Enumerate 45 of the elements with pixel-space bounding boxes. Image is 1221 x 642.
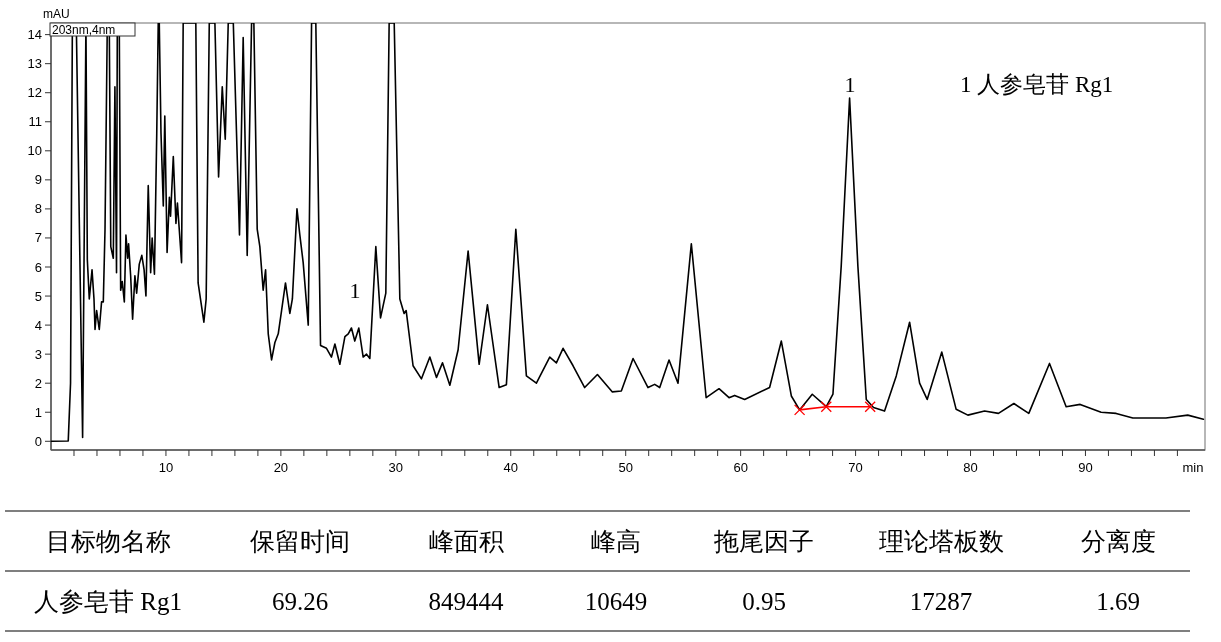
y-tick-label: 10 bbox=[27, 143, 42, 159]
y-tick-label: 12 bbox=[27, 85, 42, 101]
text: 分离度 bbox=[1080, 528, 1156, 555]
y-axis-title: mAU bbox=[43, 7, 70, 21]
annotation: 203nm,4nm bbox=[52, 23, 116, 37]
text: 人参皂苷 Rg1 bbox=[34, 588, 182, 615]
x-tick-label: 80 bbox=[963, 460, 978, 475]
text: 峰高 bbox=[591, 528, 641, 555]
text: 17287 bbox=[909, 588, 973, 615]
text: 目标物名称 bbox=[45, 528, 171, 555]
y-tick-label: 3 bbox=[34, 346, 42, 362]
y-tick-label: 8 bbox=[34, 201, 42, 217]
text: 理论塔板数 bbox=[878, 528, 1004, 555]
x-axis-title: min bbox=[1182, 460, 1204, 475]
y-tick-label: 11 bbox=[28, 114, 42, 130]
text: 拖尾因子 bbox=[713, 528, 814, 555]
y-tick-label: 0 bbox=[34, 433, 42, 449]
x-tick-label: 10 bbox=[158, 460, 174, 475]
text: 10649 bbox=[584, 588, 648, 615]
text: 峰面积 bbox=[428, 528, 504, 555]
text: 0.95 bbox=[742, 588, 786, 615]
x-tick-label: 20 bbox=[273, 460, 289, 475]
x-tick-label: 30 bbox=[388, 460, 404, 475]
y-tick-label: 4 bbox=[34, 317, 42, 333]
y-tick-label: 13 bbox=[27, 56, 42, 72]
x-tick-label: 60 bbox=[733, 460, 748, 475]
text: 1.69 bbox=[1096, 588, 1140, 615]
text: 保留时间 bbox=[250, 528, 350, 555]
text: 69.26 bbox=[271, 588, 329, 615]
x-tick-label: 90 bbox=[1078, 460, 1093, 475]
y-tick-label: 1 bbox=[34, 404, 42, 420]
annotation: 1 bbox=[844, 72, 856, 97]
x-tick-label: 40 bbox=[503, 460, 518, 475]
y-tick-label: 7 bbox=[34, 230, 42, 246]
y-tick-label: 5 bbox=[34, 288, 42, 304]
annotation: 1 bbox=[349, 278, 361, 303]
x-tick-label: 50 bbox=[618, 460, 633, 475]
y-tick-label: 2 bbox=[34, 375, 42, 391]
y-tick-label: 14 bbox=[27, 27, 42, 43]
y-tick-label: 9 bbox=[34, 172, 42, 188]
y-tick-label: 6 bbox=[34, 259, 42, 275]
x-tick-label: 70 bbox=[848, 460, 863, 475]
line-series bbox=[51, 23, 1205, 443]
annotation: 1 人参皂苷 Rg1 bbox=[960, 72, 1114, 97]
text: 849444 bbox=[428, 588, 504, 615]
